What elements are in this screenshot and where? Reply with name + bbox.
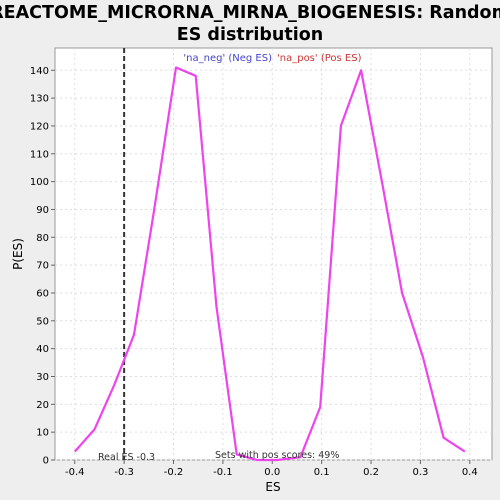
y-tick-label: 0: [43, 456, 49, 467]
y-tick-label: 10: [36, 428, 49, 439]
plot-area: [54, 47, 493, 461]
grid: [55, 48, 492, 461]
chart-title-line-1: REACTOME_MICRORNA_MIRNA_BIOGENESIS: Rand…: [0, 3, 500, 23]
x-tick-label: -0.1: [213, 467, 233, 478]
x-tick-label: 0.3: [412, 467, 428, 478]
y-axis-ticks: 0 10 20 30 40 50 60 70 80 90 100 110 120 130 140: [30, 66, 55, 467]
y-tick-label: 60: [36, 288, 49, 299]
real-es-label: Real ES -0.3: [98, 452, 155, 463]
y-tick-label: 80: [36, 233, 49, 244]
x-axis-label: ES: [265, 480, 280, 494]
x-tick-label: -0.3: [114, 467, 134, 478]
x-tick-label: 0.0: [264, 467, 280, 478]
x-tick-label: -0.4: [65, 467, 85, 478]
x-tick-label: 0.4: [462, 467, 478, 478]
x-tick-label: -0.2: [164, 467, 184, 478]
y-tick-label: 120: [30, 121, 49, 132]
y-tick-label: 100: [30, 177, 49, 188]
y-tick-label: 30: [36, 372, 49, 383]
y-tick-label: 70: [36, 261, 49, 272]
y-axis-label: P(ES): [11, 238, 25, 270]
x-tick-label: 0.2: [363, 467, 379, 478]
y-tick-label: 50: [36, 316, 49, 327]
pos-scores-annotation: Sets with pos scores: 49%: [215, 450, 339, 461]
x-tick-label: 0.1: [314, 467, 330, 478]
y-tick-label: 110: [30, 149, 49, 160]
y-tick-label: 130: [30, 94, 49, 105]
distribution-series-line: [73, 66, 466, 462]
y-tick-label: 140: [30, 66, 49, 77]
y-tick-label: 90: [36, 205, 49, 216]
legend-entry-pos: 'na_pos' (Pos ES): [277, 53, 362, 64]
y-tick-label: 20: [36, 400, 49, 411]
legend-entry-neg: 'na_neg' (Neg ES): [183, 53, 272, 64]
chart-title-line-2: ES distribution: [177, 25, 323, 45]
x-axis-ticks: -0.4 -0.3 -0.2 -0.1 0.0 0.1 0.2 0.3 0.4: [65, 460, 478, 478]
y-tick-label: 40: [36, 344, 49, 355]
